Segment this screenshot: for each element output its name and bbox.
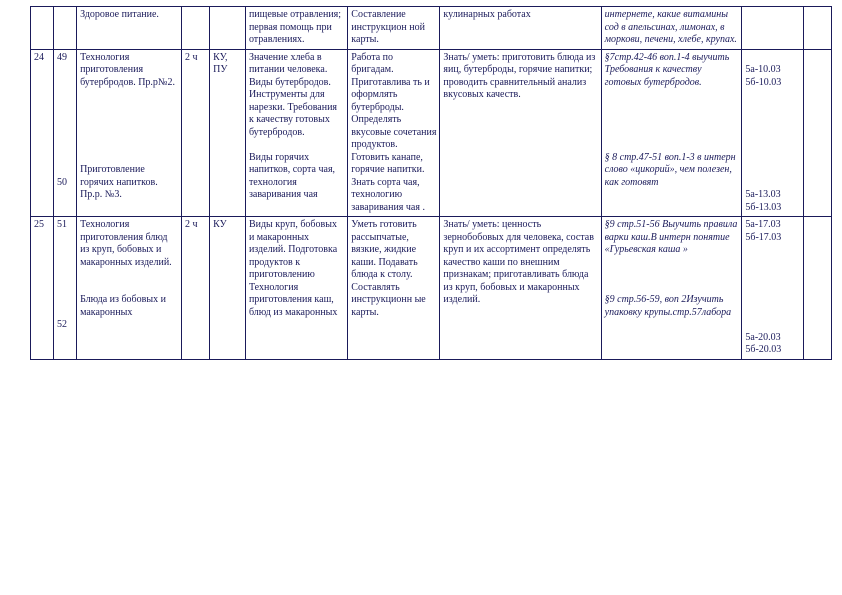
cell-c2 (54, 7, 77, 50)
cell-c5 (210, 7, 246, 50)
cell-c8: Знать/ уметь: ценность зернобобовых для … (440, 217, 601, 360)
cell-c7: Уметь готовить рассыпчатые, вязкие, жидк… (348, 217, 440, 360)
cell-c3: Технология приготовления бутербродов. Пр… (77, 49, 182, 217)
cell-c2: 4950 (54, 49, 77, 217)
cell-c10: 5а-10.03 5б-10.035а-13.03 5б-13.03 (742, 49, 803, 217)
cell-c10: 5а-17.03 5б-17.035а-20.03 5б-20.03 (742, 217, 803, 360)
curriculum-table: Здоровое питание. пищевые отравления; пер… (30, 6, 832, 360)
cell-c1: 24 (31, 49, 54, 217)
table-body: Здоровое питание. пищевые отравления; пер… (31, 7, 832, 360)
cell-c8: кулинарных работах (440, 7, 601, 50)
cell-c3: Технология приготовления блюд из круп, б… (77, 217, 182, 360)
cell-c4: 2 ч (181, 217, 209, 360)
cell-c9: §9 стр.51-56 Выучить правила варки каш.В… (601, 217, 742, 360)
page: Здоровое питание. пищевые отравления; пер… (0, 0, 842, 360)
cell-c4 (181, 7, 209, 50)
cell-c5: КУ, ПУ (210, 49, 246, 217)
cell-c10 (742, 7, 803, 50)
cell-c3: Здоровое питание. (77, 7, 182, 50)
cell-c6: пищевые отравления; первая помощь при от… (245, 7, 347, 50)
cell-c9: интернете, какие витамины сод в апельсин… (601, 7, 742, 50)
cell-c1: 25 (31, 217, 54, 360)
cell-c5: КУ (210, 217, 246, 360)
cell-c2: 5152 (54, 217, 77, 360)
table-row: Здоровое питание. пищевые отравления; пер… (31, 7, 832, 50)
cell-c7: Работа по бригадам. Приготавлива ть и оф… (348, 49, 440, 217)
cell-c9: §7стр.42-46 воп.1-4 выучить Требования к… (601, 49, 742, 217)
table-row: 244950Технология приготовления бутерброд… (31, 49, 832, 217)
cell-c6: Значение хлеба в питании человека. Виды … (245, 49, 347, 217)
table-row: 255152Технология приготовления блюд из к… (31, 217, 832, 360)
cell-c7: Составление инструкцион ной карты. (348, 7, 440, 50)
cell-c11 (803, 49, 831, 217)
cell-c1 (31, 7, 54, 50)
cell-c11 (803, 217, 831, 360)
cell-c4: 2 ч (181, 49, 209, 217)
cell-c11 (803, 7, 831, 50)
cell-c8: Знать/ уметь: приготовить блюда из яиц, … (440, 49, 601, 217)
cell-c6: Виды круп, бобовых и макаронных изделий.… (245, 217, 347, 360)
